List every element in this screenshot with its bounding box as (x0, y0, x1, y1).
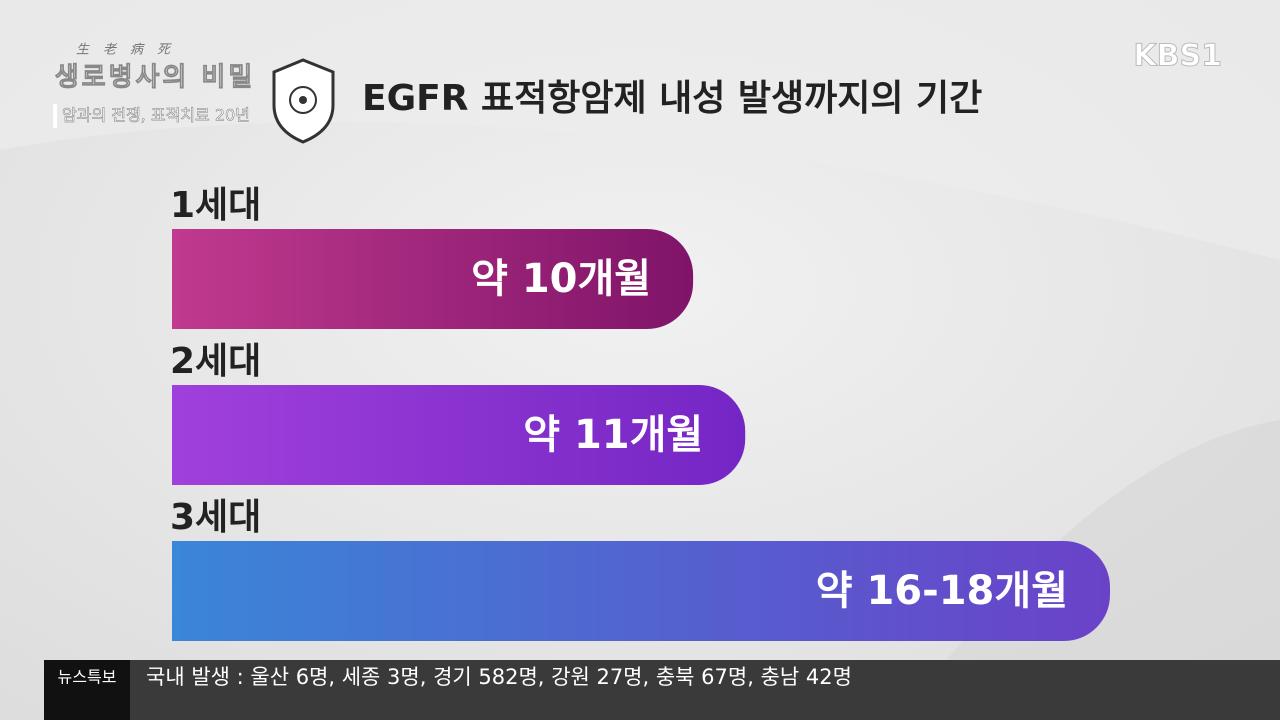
shield-icon (272, 58, 335, 144)
ticker-label-box (44, 660, 130, 720)
ticker-text: 국내 발생 : 울산 6명, 세종 3명, 경기 582명, 강원 27명, 충… (146, 665, 852, 689)
channel-logo: KBS1 (1133, 39, 1222, 74)
bar (172, 385, 746, 485)
value-label: 약 10개월 (471, 256, 651, 302)
category-label: 1세대 (170, 185, 261, 226)
value-label: 약 16-18개월 (816, 568, 1068, 614)
ticker-bar (44, 660, 1280, 720)
category-label: 3세대 (170, 497, 261, 538)
episode-title: 암과의 전쟁, 표적치료 20년 (62, 106, 250, 125)
ticker-label: 뉴스특보 (58, 668, 117, 687)
bar (172, 229, 694, 329)
chart-title: EGFR 표적항암제 내성 발생까지의 기간 (362, 78, 982, 119)
value-label: 약 11개월 (523, 412, 703, 458)
program-hanja: 生老病死 (76, 43, 184, 58)
program-title: 생로병사의 비밀 (55, 63, 256, 93)
swoosh (0, 0, 1280, 260)
category-label: 2세대 (170, 341, 261, 382)
divider (53, 104, 57, 128)
bar (172, 541, 1110, 641)
